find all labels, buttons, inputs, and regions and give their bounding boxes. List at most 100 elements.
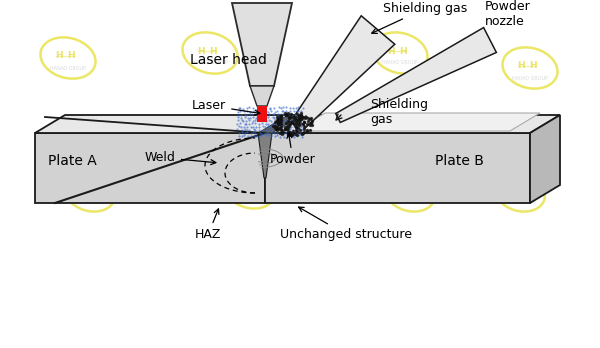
Point <box>277 127 287 133</box>
Point <box>286 114 295 120</box>
Point <box>296 117 306 122</box>
Text: H: H <box>219 136 227 145</box>
Text: H: H <box>387 132 395 141</box>
Point <box>297 114 307 119</box>
Text: HAIIAO GROUP: HAIIAO GROUP <box>382 145 418 150</box>
Point <box>273 126 283 131</box>
Point <box>284 118 293 124</box>
Polygon shape <box>265 115 295 203</box>
Point <box>273 116 283 121</box>
Point <box>302 114 311 120</box>
Polygon shape <box>35 133 265 203</box>
Text: H: H <box>55 52 63 61</box>
Point <box>287 119 296 125</box>
Point <box>291 127 301 133</box>
Point <box>276 127 286 133</box>
Point <box>284 130 293 135</box>
Text: H: H <box>207 136 215 145</box>
Point <box>305 116 315 122</box>
Point <box>295 128 304 133</box>
Point <box>284 123 294 129</box>
Point <box>283 132 293 138</box>
Point <box>286 132 296 138</box>
Point <box>296 116 305 121</box>
Point <box>288 120 298 126</box>
Point <box>289 128 298 133</box>
Point <box>284 121 294 127</box>
Text: H: H <box>529 62 537 71</box>
Point <box>274 121 284 126</box>
Point <box>280 125 290 130</box>
Text: H: H <box>410 187 416 196</box>
Text: Plate B: Plate B <box>435 154 484 168</box>
Point <box>295 122 304 128</box>
Point <box>292 132 302 137</box>
Point <box>272 118 282 124</box>
Text: HAIIAO GROUP: HAIIAO GROUP <box>74 201 106 205</box>
Text: H: H <box>67 52 75 61</box>
Point <box>305 127 315 133</box>
Point <box>294 121 304 127</box>
Point <box>275 121 284 127</box>
Text: HAIIAO GROUP: HAIIAO GROUP <box>202 150 238 156</box>
Polygon shape <box>295 113 540 131</box>
Text: H: H <box>250 183 256 192</box>
Polygon shape <box>336 27 496 122</box>
Point <box>284 115 294 121</box>
Point <box>293 126 302 131</box>
Text: H: H <box>520 187 526 196</box>
Point <box>281 120 290 126</box>
Point <box>271 125 280 131</box>
Polygon shape <box>258 133 272 178</box>
Polygon shape <box>258 115 302 133</box>
Text: HAIIAO GROUP: HAIIAO GROUP <box>504 201 536 205</box>
Point <box>297 131 307 137</box>
Point <box>289 117 299 123</box>
Point <box>304 115 313 121</box>
Text: H: H <box>399 47 407 55</box>
Text: Unchanged structure: Unchanged structure <box>280 207 412 241</box>
Point <box>270 119 280 125</box>
Text: HAIIAO GROUP: HAIIAO GROUP <box>192 61 228 65</box>
Point <box>305 122 315 128</box>
Point <box>292 120 301 126</box>
Point <box>294 112 304 118</box>
Point <box>290 114 299 119</box>
Text: H: H <box>399 132 407 141</box>
Point <box>297 114 307 120</box>
Text: Shielding gas: Shielding gas <box>372 2 467 33</box>
Point <box>284 114 294 120</box>
Point <box>274 121 283 126</box>
Point <box>276 121 286 126</box>
Point <box>275 125 285 130</box>
Point <box>299 119 309 124</box>
Text: H: H <box>79 136 87 145</box>
Point <box>300 115 310 120</box>
Text: HAIIAO GROUP: HAIIAO GROUP <box>512 76 548 80</box>
Text: HAIIAO GROUP: HAIIAO GROUP <box>234 198 266 202</box>
Text: H: H <box>197 47 205 55</box>
Point <box>302 127 312 132</box>
Point <box>271 127 281 132</box>
Text: HAIIAO GROUP: HAIIAO GROUP <box>382 61 418 65</box>
Text: H: H <box>67 136 75 145</box>
Point <box>296 112 306 118</box>
Text: H: H <box>512 142 520 150</box>
Point <box>269 123 278 128</box>
Point <box>296 113 305 119</box>
Point <box>275 116 284 122</box>
Point <box>289 121 299 127</box>
Polygon shape <box>530 115 560 203</box>
Text: HAIIAO GROUP: HAIIAO GROUP <box>50 65 86 71</box>
Point <box>282 126 292 131</box>
Point <box>298 114 308 120</box>
Text: H: H <box>398 187 404 196</box>
Text: Powder: Powder <box>270 133 316 166</box>
Point <box>293 117 303 122</box>
Point <box>276 113 286 118</box>
Point <box>278 129 288 135</box>
Point <box>276 125 286 130</box>
Point <box>302 128 311 134</box>
Point <box>287 131 297 137</box>
Point <box>277 118 286 124</box>
